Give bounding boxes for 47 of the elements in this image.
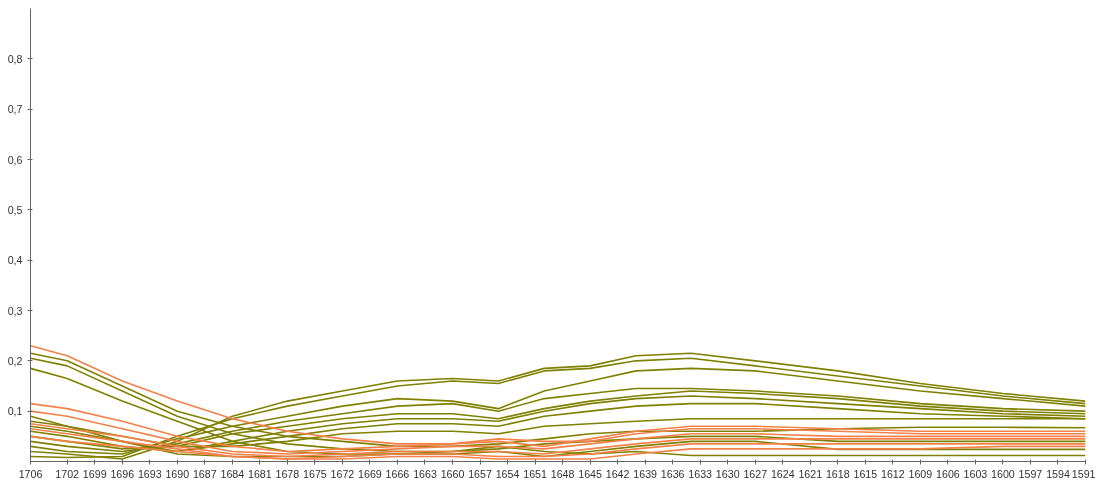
y-tick-label: 0,7: [7, 103, 23, 116]
x-tick-label: 1690: [165, 467, 190, 480]
y-tick-label: 0,8: [7, 52, 23, 65]
x-tick-label: 1636: [660, 467, 685, 480]
x-tick-label: 1666: [385, 467, 410, 480]
x-tick-label: 1657: [468, 467, 492, 480]
x-tick-label: 1706: [18, 467, 43, 480]
x-tick-label: 1591: [1071, 467, 1096, 480]
x-tick-label: 1630: [715, 467, 740, 480]
x-tick-label: 1660: [440, 467, 465, 480]
x-tick-label: 1702: [55, 467, 80, 480]
x-tick-label: 1603: [963, 467, 988, 480]
x-tick-label: 1597: [1018, 467, 1043, 480]
x-tick-label: 1693: [137, 467, 162, 480]
x-tick-label: 1684: [220, 467, 245, 480]
y-tick-label: 0,6: [7, 153, 23, 166]
x-tick-label: 1642: [605, 467, 630, 480]
y-tick-label: 0,4: [7, 254, 23, 267]
x-tick-label: 1672: [330, 467, 355, 480]
x-tick-label: 1699: [82, 467, 107, 480]
x-tick-label: 1669: [358, 467, 382, 480]
x-tick-label: 1696: [110, 467, 135, 480]
x-tick-label: 1612: [880, 467, 905, 480]
x-tick-label: 1678: [275, 467, 300, 480]
x-tick-label: 1681: [247, 467, 272, 480]
x-tick-label: 1648: [550, 467, 575, 480]
x-tick-label: 1663: [413, 467, 437, 480]
x-tick-label: 1651: [523, 467, 547, 480]
y-tick-label: 0,5: [7, 203, 23, 216]
x-tick-label: 1594: [1046, 467, 1070, 480]
x-tick-label: 1606: [936, 467, 960, 480]
x-tick-label: 1615: [853, 467, 878, 480]
x-tick-label: 1627: [743, 467, 768, 480]
x-tick-label: 1675: [303, 467, 327, 480]
x-tick-label: 1645: [578, 467, 603, 480]
x-tick-label: 1609: [908, 467, 933, 480]
x-tick-label: 1624: [770, 467, 795, 480]
y-tick-label: 0,3: [7, 304, 23, 317]
x-tick-label: 1618: [825, 467, 850, 480]
x-tick-label: 1633: [688, 467, 713, 480]
x-tick-label: 1654: [495, 467, 520, 480]
x-tick-label: 1600: [991, 467, 1015, 480]
x-tick-label: 1639: [633, 467, 658, 480]
y-tick-label: 0,1: [7, 405, 23, 418]
y-tick-label: 0,2: [7, 354, 23, 367]
x-tick-label: 1687: [192, 467, 217, 480]
x-tick-label: 1621: [798, 467, 823, 480]
